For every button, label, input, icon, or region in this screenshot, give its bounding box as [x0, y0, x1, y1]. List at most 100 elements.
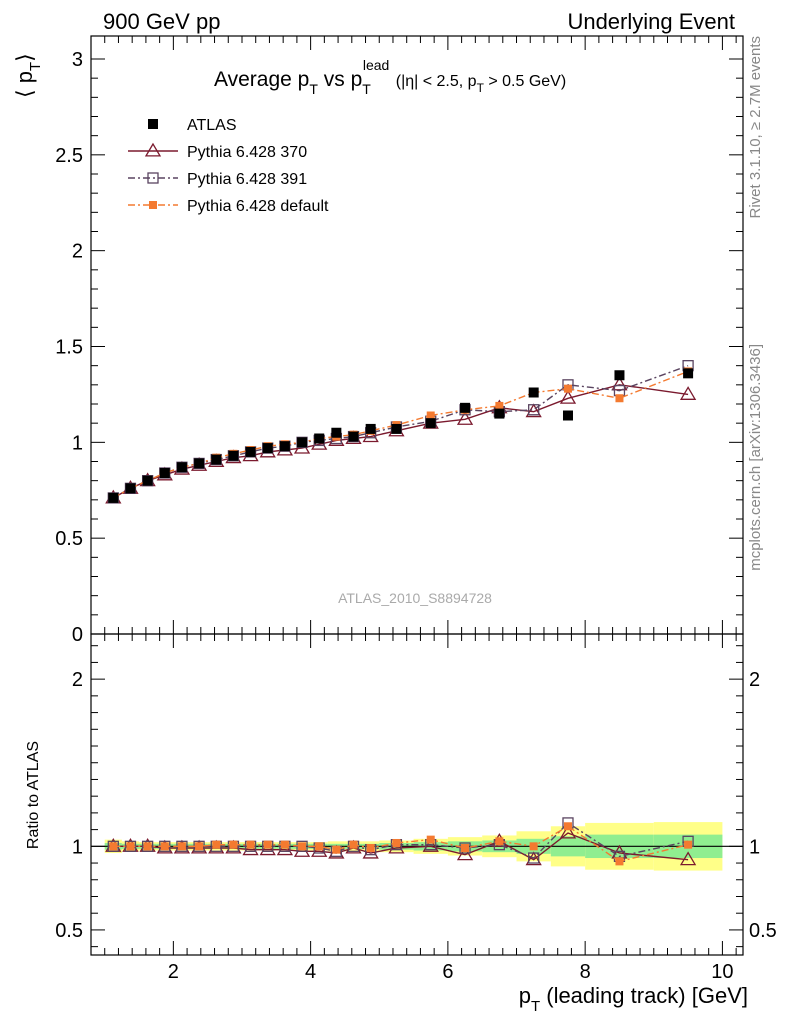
main-series-3-point [426, 411, 435, 420]
main-y-tick-label: 2 [72, 241, 83, 263]
ratio-series-2-point [461, 844, 470, 852]
main-series-1-line [112, 384, 689, 499]
x-tick-label: 10 [711, 961, 733, 983]
header-left: 900 GeV pp [103, 9, 220, 34]
ratio-series-2-point [495, 837, 504, 846]
main-series-0-point [211, 454, 222, 465]
ratio-series-2-point [392, 838, 401, 847]
main-series-0-point [460, 402, 471, 413]
main-y-tick-label: 0 [72, 624, 83, 646]
main-series-3-line [112, 370, 689, 499]
main-series-0-point [108, 492, 119, 503]
ratio-y-tick-label-right: 2 [749, 669, 760, 691]
ratio-series-2-point [195, 842, 204, 851]
main-series-0-point [262, 443, 273, 454]
legend-entry: Pythia 6.428 391 [128, 171, 307, 188]
ratio-series-2-point [315, 842, 324, 851]
main-series-0-point [494, 408, 505, 419]
ratio-series-2-point [563, 822, 572, 831]
x-tick-label: 6 [442, 961, 453, 983]
ratio-series-1-point [459, 842, 471, 854]
ratio-y-tick-label-right: 1 [749, 836, 760, 858]
main-series-1-point [559, 389, 577, 404]
ratio-series-2-point [615, 857, 624, 866]
rivet-label: Rivet 3.1.10, ≥ 2.7M events [747, 36, 764, 219]
legend-entry: Pythia 6.428 370 [128, 142, 307, 161]
main-series-0-point [562, 410, 573, 421]
ratio-series-2-point [366, 844, 375, 852]
main-series-1-point [456, 411, 474, 425]
ratio-y-tick-label-left: 2 [72, 669, 83, 691]
ratio-series-2-point [177, 842, 186, 851]
main-y-tick-label: 2.5 [55, 145, 83, 167]
ratio-series-2-point [263, 840, 272, 849]
main-series-0-point [365, 423, 376, 434]
main-series-0-point [528, 387, 539, 398]
main-series-0-point [425, 418, 436, 429]
main-y-label: ⟨ pT⟩ [12, 53, 44, 98]
x-axis-label: pT (leading track) [GeV] [519, 983, 748, 1015]
main-series-0-point [176, 462, 187, 473]
legend-label: Pythia 6.428 370 [187, 144, 307, 161]
main-series-0-point [159, 468, 170, 478]
main-series-0-point [245, 446, 256, 457]
ratio-series-2-point [212, 840, 221, 849]
ratio-y-tick-label-left: 0.5 [55, 920, 83, 942]
ratio-y-tick-label-right: 0.5 [749, 920, 777, 942]
ratio-series-2-point [684, 840, 693, 849]
ratio-series-2-point [160, 842, 169, 851]
main-series-3-point [615, 394, 624, 403]
ratio-series-0-point [525, 851, 542, 866]
legend-entry: ATLAS [148, 117, 237, 134]
header-right: Underlying Event [567, 9, 735, 34]
main-series-0-point [194, 458, 205, 469]
main-series-1-point [679, 386, 697, 400]
main-series-1-point [362, 428, 379, 443]
main-series-0-point [314, 433, 325, 444]
main-series-3-point [563, 384, 572, 393]
main-series-0-point [297, 437, 308, 448]
ratio-series-2-point [246, 840, 255, 849]
main-series-3-group [109, 367, 693, 502]
ratio-series-2-point [143, 842, 152, 851]
main-series-0-point [331, 427, 342, 438]
main-series-0-point [228, 450, 239, 461]
ratio-plot-frame [90, 633, 744, 956]
main-plot-layer [105, 360, 697, 504]
mcplots-label: mcplots.cern.ch [arXiv:1306.3436] [747, 344, 764, 571]
legend-label: ATLAS [187, 117, 237, 134]
ratio-series-2-point [126, 842, 135, 851]
ratio-series-1-point [141, 840, 154, 852]
main-series-1-point [611, 376, 628, 391]
ratio-y-label: Ratio to ATLAS [25, 741, 42, 849]
legend-label: Pythia 6.428 default [187, 198, 329, 215]
ratio-series-2-point [109, 842, 118, 851]
x-tick-label: 2 [168, 961, 179, 983]
ratio-series-2-point [426, 835, 435, 844]
main-y-tick-label: 0.5 [55, 528, 83, 550]
legend-marker [144, 142, 162, 157]
ratio-series-0-point [679, 851, 697, 866]
main-series-0-point [391, 423, 402, 434]
legend-marker [148, 119, 158, 129]
legend: ATLAS Pythia 6.428 370 Pythia 6.428 391 Pyt… [128, 117, 329, 215]
legend-label: Pythia 6.428 391 [187, 171, 307, 188]
main-series-0-point [125, 483, 136, 494]
ratio-series-2-point [349, 840, 358, 849]
legend-marker [147, 172, 159, 184]
ratio-series-2-point [229, 840, 238, 849]
main-y-tick-label: 1.5 [55, 337, 83, 359]
main-title: Average pT vs pTlead (|η| < 2.5, pT > 0.… [214, 57, 566, 97]
x-tick-label: 4 [305, 961, 316, 983]
ratio-series-1-point [124, 840, 137, 852]
main-series-3-point [495, 401, 504, 410]
ratio-series-0-point [559, 824, 577, 839]
ratio-plot-layer [105, 817, 697, 866]
ratio-series-2-point [298, 842, 307, 851]
ratio-series-2-point [529, 842, 538, 851]
ratio-series-2-point [332, 845, 341, 854]
main-series-2-point [528, 404, 540, 416]
main-series-0-point [348, 431, 359, 442]
main-series-0-point [279, 441, 290, 452]
